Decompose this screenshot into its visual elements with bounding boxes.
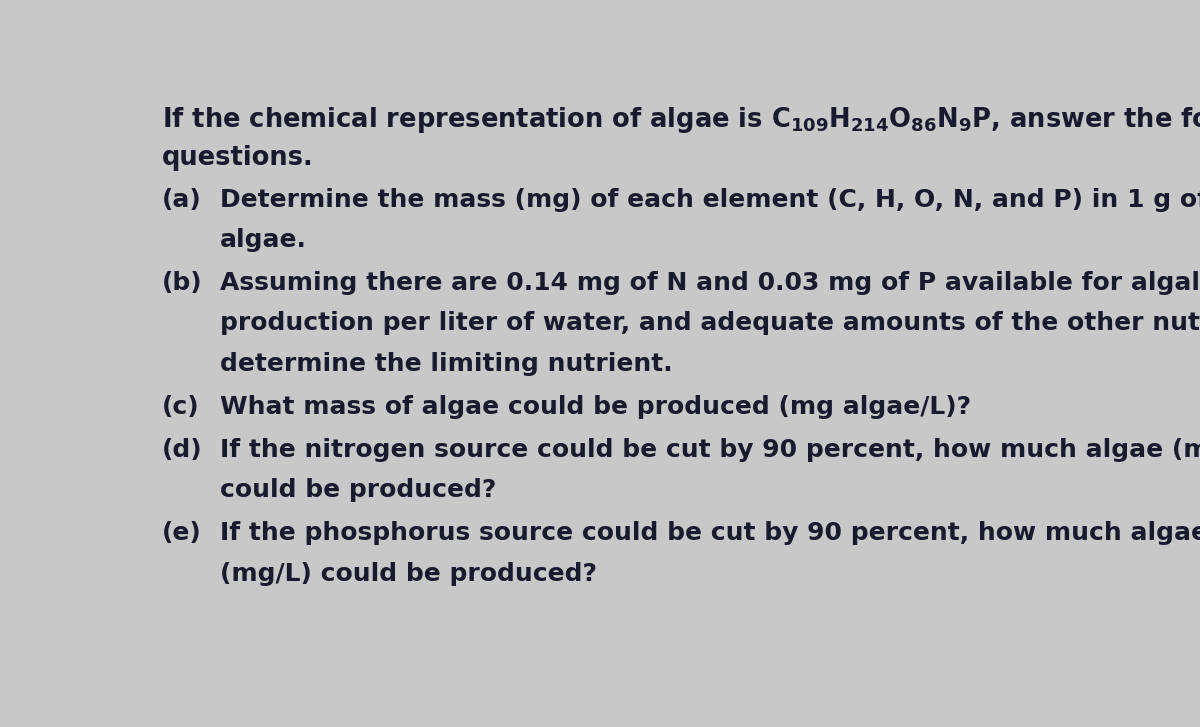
Text: determine the limiting nutrient.: determine the limiting nutrient.: [220, 352, 672, 376]
Text: could be produced?: could be produced?: [220, 478, 496, 502]
Text: (c): (c): [162, 395, 199, 419]
Text: questions.: questions.: [162, 145, 314, 172]
Text: Determine the mass (mg) of each element (C, H, O, N, and P) in 1 g of: Determine the mass (mg) of each element …: [220, 188, 1200, 212]
Text: If the chemical representation of algae is $\mathbf{C_{109}H_{214}O_{86}N_{9}P}$: If the chemical representation of algae …: [162, 105, 1200, 135]
Text: (mg/L) could be produced?: (mg/L) could be produced?: [220, 562, 596, 586]
Text: (e): (e): [162, 521, 202, 545]
Text: What mass of algae could be produced (mg algae/L)?: What mass of algae could be produced (mg…: [220, 395, 971, 419]
Text: (d): (d): [162, 438, 203, 462]
Text: If the nitrogen source could be cut by 90 percent, how much algae (mg/L): If the nitrogen source could be cut by 9…: [220, 438, 1200, 462]
Text: algae.: algae.: [220, 228, 307, 252]
Text: (a): (a): [162, 188, 202, 212]
Text: production per liter of water, and adequate amounts of the other nutrients,: production per liter of water, and adequ…: [220, 311, 1200, 335]
Text: If the phosphorus source could be cut by 90 percent, how much algae: If the phosphorus source could be cut by…: [220, 521, 1200, 545]
Text: Assuming there are 0.14 mg of N and 0.03 mg of P available for algal: Assuming there are 0.14 mg of N and 0.03…: [220, 271, 1200, 295]
Text: (b): (b): [162, 271, 203, 295]
